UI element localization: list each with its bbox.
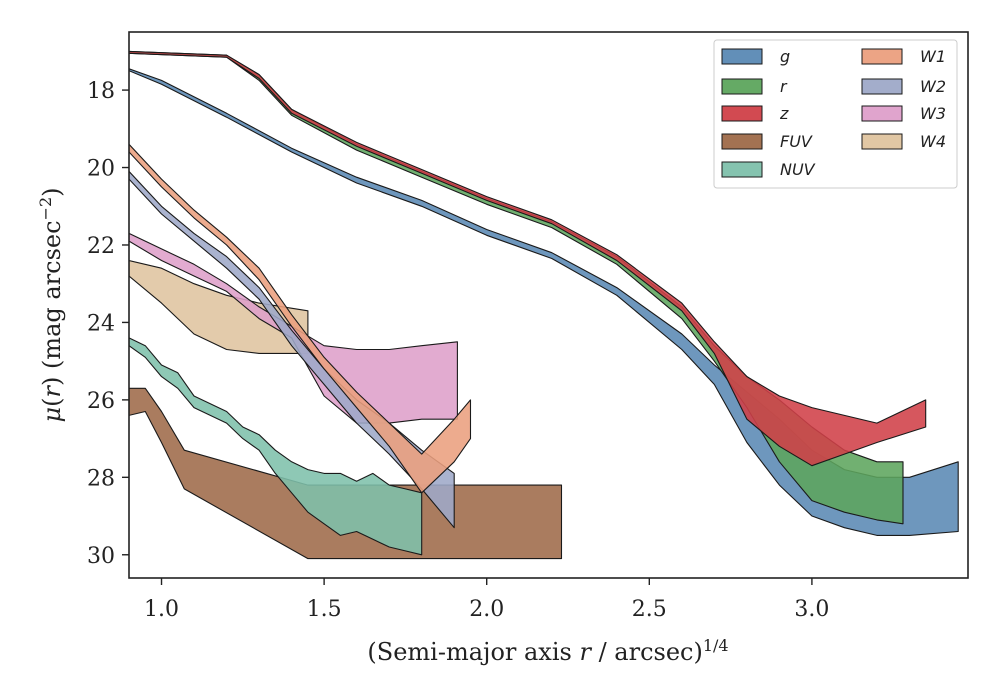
legend-box: [713, 39, 958, 189]
y-tick-label: 22: [87, 234, 115, 259]
plot-frame: [128, 31, 969, 579]
y-axis: 18 20 22 24 26 28 30: [87, 79, 129, 569]
legend-label-r: r: [780, 77, 788, 96]
legend-swatch-w3: [861, 105, 903, 122]
band-w2: [129, 170, 455, 529]
legend-swatch-z: [721, 105, 763, 122]
x-axis-label: (Semi-major axis r / arcsec)1/4: [367, 636, 728, 666]
legend-label-z: z: [779, 104, 789, 123]
legend: grz FUV NUV W1 W2 W3 W4: [713, 39, 958, 189]
band-w1: [129, 143, 472, 494]
legend-label-w3: W3: [920, 104, 946, 123]
y-tick-label: 20: [87, 157, 115, 182]
band-nuv: [129, 337, 423, 556]
y-tick-label: 18: [87, 79, 115, 104]
legend-swatch-fuv: [721, 133, 763, 150]
legend-swatch-nuv: [721, 161, 763, 178]
x-tick-label: 2.5: [632, 597, 667, 622]
legend-swatch-g: [721, 48, 763, 65]
legend-swatch-r: [721, 78, 763, 95]
legend-label-nuv: NUV: [780, 160, 816, 179]
legend-label-w2: W2: [920, 77, 946, 96]
y-tick-label: 28: [87, 466, 115, 491]
x-tick-label: 1.5: [307, 597, 342, 622]
y-tick-label: 24: [87, 311, 115, 336]
x-tick-label: 1.0: [144, 597, 179, 622]
x-tick-label: 2.0: [469, 597, 504, 622]
legend-swatch-w1: [861, 48, 903, 65]
band-z: [129, 50, 927, 467]
legend-label-g: g: [780, 47, 790, 66]
legend-swatch-w4: [861, 133, 903, 150]
x-tick-label: 3.0: [794, 597, 829, 622]
y-tick-label: 30: [87, 544, 115, 569]
y-tick-label: 26: [87, 389, 115, 414]
legend-label-w1: W1: [920, 47, 946, 66]
legend-swatch-w2: [861, 78, 903, 95]
y-axis-label: μ(r) (mag arcsec−2): [36, 187, 66, 422]
x-axis: 1.0 1.5 2.0 2.5 3.0: [144, 578, 829, 622]
legend-label-fuv: FUV: [780, 132, 813, 151]
legend-label-w4: W4: [920, 132, 946, 151]
profile-bands: [129, 50, 959, 560]
